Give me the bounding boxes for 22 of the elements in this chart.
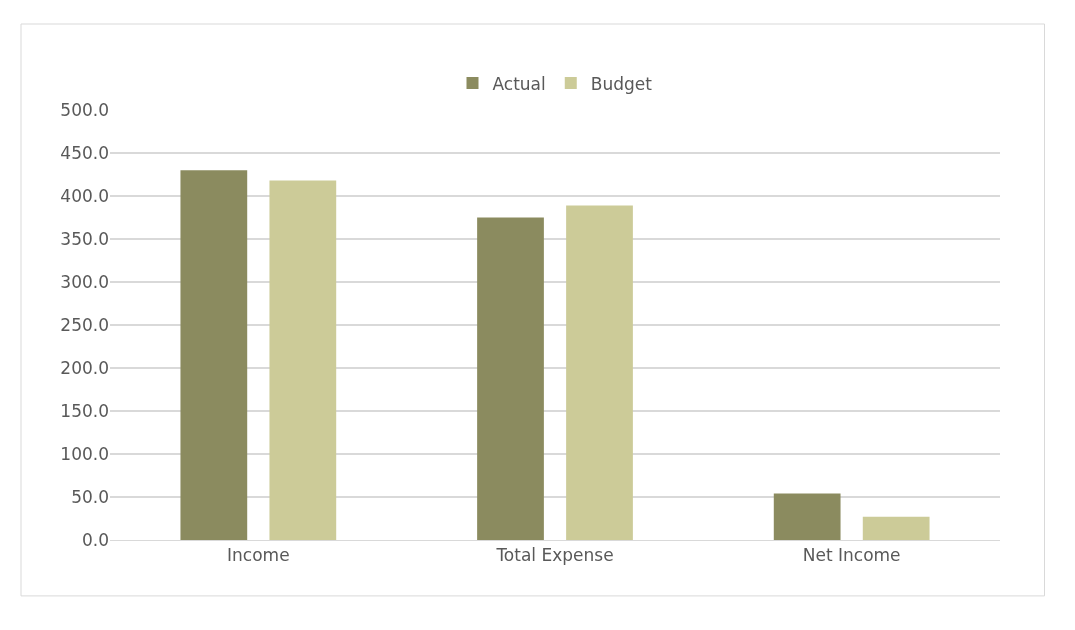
y-tick-label: 500.0 bbox=[60, 99, 109, 120]
y-tick-label: 450.0 bbox=[60, 142, 109, 163]
legend-label: Actual bbox=[492, 73, 546, 94]
y-tick-label: 150.0 bbox=[60, 400, 109, 421]
x-tick-label: Total Expense bbox=[495, 545, 614, 566]
y-tick-label: 50.0 bbox=[71, 486, 109, 507]
bar bbox=[477, 217, 544, 540]
y-tick-label: 350.0 bbox=[60, 228, 109, 249]
x-tick-label: Net Income bbox=[802, 545, 901, 566]
bar bbox=[180, 170, 248, 540]
y-tick-label: 400.0 bbox=[60, 185, 109, 206]
bar bbox=[566, 205, 633, 540]
y-tick-label: 250.0 bbox=[60, 314, 109, 335]
y-tick-label: 100.0 bbox=[60, 443, 109, 464]
legend-label: Budget bbox=[590, 73, 653, 94]
x-tick-label: Income bbox=[227, 545, 290, 566]
bar bbox=[269, 180, 337, 540]
bar bbox=[862, 516, 930, 540]
bar bbox=[773, 493, 841, 540]
y-tick-label: 200.0 bbox=[60, 357, 109, 378]
y-tick-label: 0.0 bbox=[81, 529, 109, 550]
y-tick-label: 300.0 bbox=[60, 271, 109, 292]
